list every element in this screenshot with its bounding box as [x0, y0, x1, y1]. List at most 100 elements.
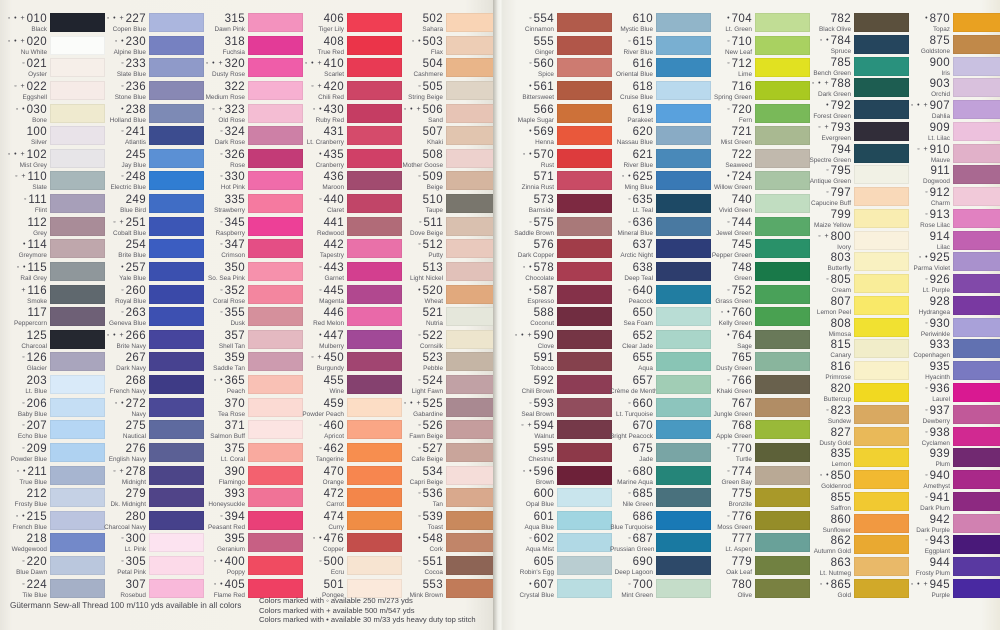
- color-name: Bone: [32, 116, 47, 124]
- color-entry: •724 Willow Green: [709, 171, 810, 191]
- color-entry: ◦526 Fawn Beige: [400, 420, 501, 440]
- availability-marks: •: [121, 263, 125, 271]
- color-label: ◦330 Hot Pink: [202, 171, 245, 192]
- color-name: Tan: [432, 501, 443, 509]
- color-swatch: [557, 307, 612, 327]
- color-swatch: [149, 35, 204, 55]
- color-entry: ◦ •596 Brown: [511, 465, 612, 486]
- color-number: 513: [422, 261, 443, 274]
- color-label: ◦500 Ecru: [301, 556, 344, 576]
- availability-marks: ◦ •: [114, 399, 125, 407]
- color-name: Gold: [837, 591, 852, 599]
- color-swatch: [656, 397, 711, 417]
- color-label: 441 Redwood: [301, 217, 344, 237]
- color-entry: ◦ +420 Chili Red: [301, 80, 402, 101]
- color-swatch: [755, 375, 810, 394]
- color-label: ◦640 Peacock: [610, 285, 653, 305]
- availability-marks: ◦: [727, 286, 731, 294]
- color-entry: ◦774 Green Bay: [709, 465, 810, 486]
- color-entry: ◦539 Toast: [400, 510, 501, 531]
- availability-marks: ◦ • +: [514, 331, 533, 339]
- color-number: 508: [422, 148, 443, 161]
- color-number: 827: [830, 426, 851, 439]
- color-label: 935 Hyacinth: [907, 361, 950, 382]
- color-name: Yale Blue: [119, 274, 146, 282]
- color-name: Fern: [738, 116, 752, 124]
- color-label: ◦685 Nile Green: [610, 488, 653, 508]
- color-label: 808 Mimosa: [808, 318, 851, 338]
- color-name: Lt. Purple: [922, 287, 950, 295]
- color-label: •520 Wheat: [400, 285, 443, 305]
- availability-marks: ◦ +: [311, 354, 323, 362]
- color-entry: ◦ +251 Cobalt Blue: [103, 216, 204, 237]
- color-label: ◦700 Mint Green: [610, 579, 653, 599]
- color-label: ◦539 Toast: [400, 511, 443, 531]
- color-name: Lt. Green: [725, 26, 752, 33]
- color-entry: ◦236 Stone Blue: [103, 80, 204, 101]
- color-swatch: [149, 284, 204, 304]
- color-label: 322 Medium Rose: [202, 81, 245, 101]
- color-label: 212 Frosty Blue: [4, 488, 47, 508]
- color-label: ◦ •476 Copper: [301, 533, 344, 554]
- color-label: 436 Maroon: [301, 171, 344, 192]
- color-entry: 276 English Navy: [103, 442, 204, 463]
- color-name: Toast: [427, 523, 443, 531]
- color-swatch: [953, 295, 1000, 315]
- color-entry: 459 Powder Peach: [301, 397, 402, 418]
- color-name: Dark Copper: [517, 252, 554, 260]
- color-swatch: [656, 420, 711, 440]
- color-name: Bright Peacock: [610, 433, 653, 441]
- color-number: 712: [731, 58, 752, 71]
- availability-marks: ◦: [826, 189, 830, 197]
- color-label: 112 Grey: [4, 217, 47, 237]
- color-number: 602: [533, 533, 554, 546]
- color-name: Apple Green: [716, 433, 752, 441]
- color-entry: 722 Seaweed: [709, 148, 810, 169]
- color-entry: •704 Lt. Green: [709, 13, 810, 33]
- color-label: 657 Crème de Menthe: [610, 375, 661, 395]
- color-label: ◦551 Cocoa: [400, 556, 443, 576]
- color-label: ◦ +278 Midnight: [103, 466, 146, 486]
- color-swatch: [953, 361, 1000, 381]
- availability-marks: ◦ • +: [910, 102, 929, 110]
- color-number: 914: [929, 230, 950, 243]
- color-label: 942 Dark Purple: [907, 514, 950, 534]
- color-label: ◦770 Turtle: [709, 443, 752, 463]
- color-swatch: [854, 578, 909, 598]
- color-number: 318: [224, 35, 245, 48]
- color-swatch: [149, 420, 204, 440]
- color-entry: ◦224 Tile Blue: [4, 578, 105, 599]
- color-name: Prussian Green: [610, 546, 655, 554]
- color-name: Parma Violet: [913, 265, 950, 273]
- color-number: 907: [929, 100, 950, 113]
- color-swatch: [755, 35, 810, 55]
- color-swatch: [656, 465, 711, 485]
- color-entry: 553 Mink Brown: [400, 578, 501, 599]
- color-label: 655 Aqua: [610, 352, 653, 373]
- right-page-columns: ◦554 Cinnamon 555 Ginger ◦560 Spice •561 Bitter…: [511, 13, 1000, 599]
- color-number: 211: [27, 465, 47, 478]
- color-entry: ◦938 Cyclamen: [907, 426, 1000, 447]
- color-swatch: [755, 556, 810, 575]
- color-entry: 472 Carrot: [301, 488, 402, 508]
- availability-marks: •: [727, 331, 731, 339]
- color-name: Autumn Gold: [813, 548, 851, 556]
- color-name: Orchid: [931, 91, 950, 99]
- availability-marks: ◦: [727, 444, 731, 452]
- color-number: 215: [26, 510, 47, 523]
- color-entry: ◦345 Raspberry: [202, 216, 303, 237]
- color-number: 863: [830, 557, 851, 570]
- color-label: ◦462 Tangerine: [301, 443, 344, 463]
- color-entry: •447 Mulberry: [301, 329, 402, 350]
- availability-marks: ◦ •: [114, 37, 125, 45]
- availability-marks: ◦ • +: [304, 60, 323, 68]
- color-number: 521: [422, 307, 443, 320]
- color-name: Ivory: [837, 243, 851, 251]
- color-swatch: [50, 126, 105, 146]
- availability-marks: ◦: [220, 173, 224, 181]
- color-swatch: [149, 352, 204, 372]
- color-entry: •587 Espresso: [511, 284, 612, 305]
- color-swatch: [854, 13, 909, 32]
- color-swatch: [656, 239, 711, 259]
- color-entry: 534 Capri Beige: [400, 465, 501, 486]
